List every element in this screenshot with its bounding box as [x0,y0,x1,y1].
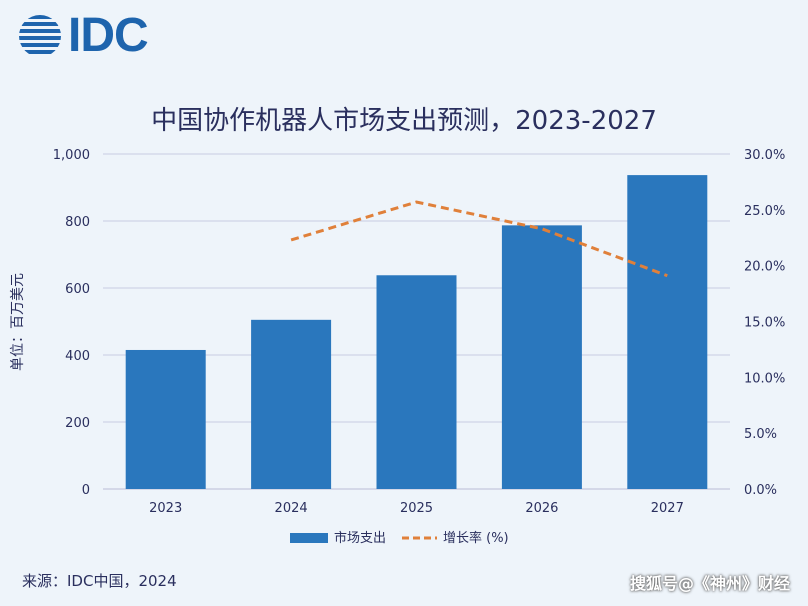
y2-tick-label: 20.0% [744,260,785,275]
y-tick-label: 0 [82,483,90,498]
line-series [290,200,668,278]
y2-tick-label: 25.0% [744,204,785,219]
y-tick-label: 1,000 [53,148,90,163]
bar-2024 [251,319,332,489]
chart-title: 中国协作机器人市场支出预测，2023-2027 [151,106,657,136]
x-tick-label: 2023 [149,501,182,516]
y2-tick-label: 10.0% [744,371,785,386]
bar-series [125,175,708,490]
y-tick-label: 600 [65,282,90,297]
bar-2025 [376,275,457,489]
x-axis-ticks: 2023 2024 2025 2026 2027 [149,501,684,516]
y-tick-label: 400 [65,349,90,364]
y2-axis-ticks: 0.0% 5.0% 10.0% 15.0% 20.0% 25.0% 30.0% [744,148,785,498]
bar-2026 [501,225,582,490]
source-note: 来源：IDC中国，2024 [22,572,177,590]
legend-line-label: 增长率 (%) [443,530,509,546]
logo-text: IDC [68,9,149,62]
legend-bar-swatch [290,533,328,543]
x-tick-label: 2025 [400,501,433,516]
y2-tick-label: 0.0% [744,483,777,498]
y-tick-label: 200 [65,416,90,431]
x-tick-label: 2027 [651,501,684,516]
y-tick-label: 800 [65,215,90,230]
x-tick-label: 2026 [525,501,558,516]
legend: 市场支出 增长率 (%) [290,530,509,546]
y2-tick-label: 15.0% [744,316,785,331]
growth-rate-line [290,200,668,278]
legend-bar-label: 市场支出 [334,530,386,546]
bar-2027 [627,175,708,490]
y2-tick-label: 5.0% [744,427,777,442]
watermark: 搜狐号@《神州》财经 [629,574,790,593]
y2-tick-label: 30.0% [744,148,785,163]
y-axis-ticks: 0 200 400 600 800 1,000 [53,148,90,498]
globe-icon [19,15,61,54]
x-tick-label: 2024 [275,501,308,516]
idc-logo: IDC [18,12,188,60]
bar-2023 [125,349,206,489]
